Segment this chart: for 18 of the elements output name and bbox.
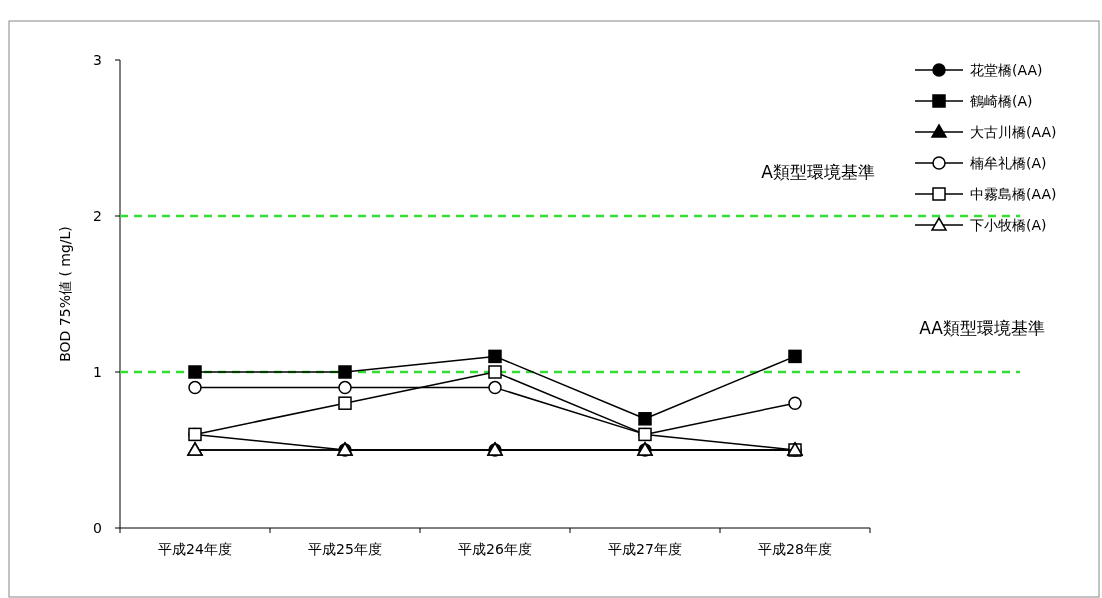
y-axis-title: BOD 75%値 ( mg/L) (57, 226, 73, 362)
legend-label: 中霧島橋(AA) (970, 185, 1057, 202)
x-tick-label: 平成28年度 (758, 541, 832, 557)
y-tick-label: 3 (93, 51, 102, 68)
legend-label: 下小牧橋(A) (970, 216, 1047, 233)
ref-line-label: AA類型環境基準 (919, 318, 1045, 338)
legend-label: 楠牟礼橋(A) (970, 154, 1047, 171)
x-tick-label: 平成26年度 (458, 541, 532, 557)
legend-label: 花堂橋(AA) (970, 61, 1043, 78)
ref-line-label: A類型環境基準 (761, 162, 875, 182)
legend-label: 鶴崎橋(A) (970, 92, 1033, 109)
y-tick-label: 0 (93, 519, 102, 536)
x-tick-label: 平成24年度 (158, 541, 232, 557)
x-tick-label: 平成25年度 (308, 541, 382, 557)
x-tick-label: 平成27年度 (608, 541, 682, 557)
y-tick-label: 1 (93, 363, 102, 380)
legend-label: 大古川橋(AA) (970, 123, 1057, 140)
y-tick-label: 2 (93, 207, 102, 224)
